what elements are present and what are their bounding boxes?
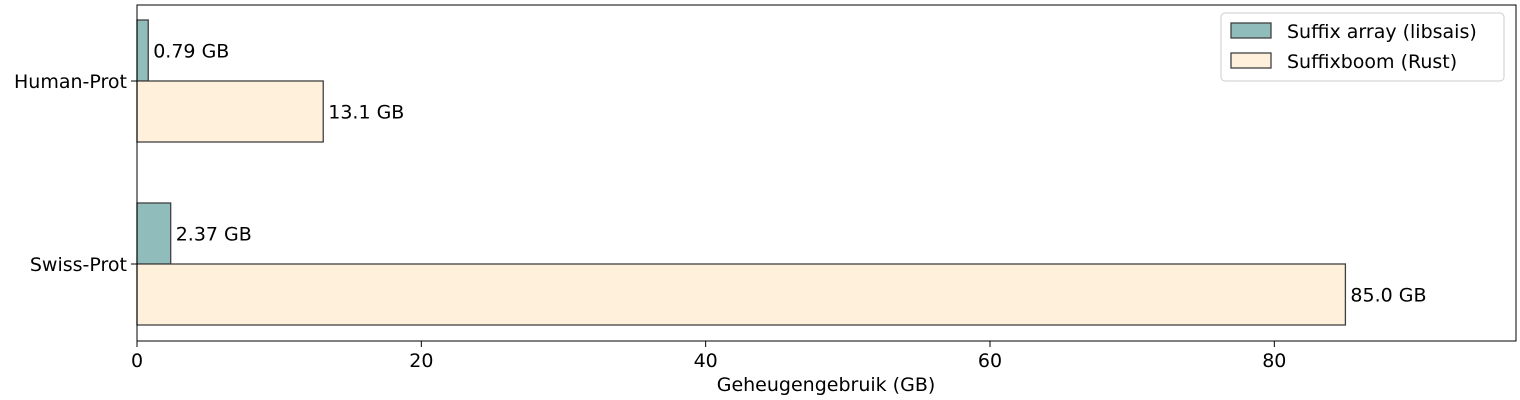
x-tick-label: 20 <box>409 350 433 372</box>
bar-suffix-array-human-prot <box>136 19 149 82</box>
x-axis-label: Geheugengebruik (GB) <box>717 374 936 396</box>
plot-frame <box>136 4 1517 342</box>
x-tick-label: 40 <box>694 350 718 372</box>
bar-suffixboom-human-prot <box>136 80 324 143</box>
ticks-layer: Human-Prot Swiss-Prot 0 20 40 60 80 <box>14 71 1286 372</box>
bar-suffix-array-swiss-prot <box>136 202 172 265</box>
x-tick-label: 60 <box>978 350 1002 372</box>
bar-suffixboom-swiss-prot <box>136 263 1347 326</box>
x-tick-label: 80 <box>1262 350 1286 372</box>
legend: Suffix array (libsais) Suffixboom (Rust) <box>1220 12 1505 82</box>
labels-layer: 0.79 GB 13.1 GB 2.37 GB 85.0 GB <box>153 41 1426 307</box>
legend-label: Suffix array (libsais) <box>1287 21 1477 43</box>
data-label: 0.79 GB <box>153 41 229 63</box>
data-label: 13.1 GB <box>328 102 404 124</box>
data-label: 2.37 GB <box>176 224 252 246</box>
bars-layer <box>136 19 1347 326</box>
legend-label: Suffixboom (Rust) <box>1287 51 1457 73</box>
x-tick-label: 0 <box>131 350 143 372</box>
legend-swatch <box>1230 22 1272 39</box>
y-tick-label: Swiss-Prot <box>30 254 127 276</box>
y-tick-label: Human-Prot <box>14 71 127 93</box>
legend-swatch <box>1230 52 1272 69</box>
legend-box <box>1220 12 1505 82</box>
data-label: 85.0 GB <box>1350 285 1426 307</box>
